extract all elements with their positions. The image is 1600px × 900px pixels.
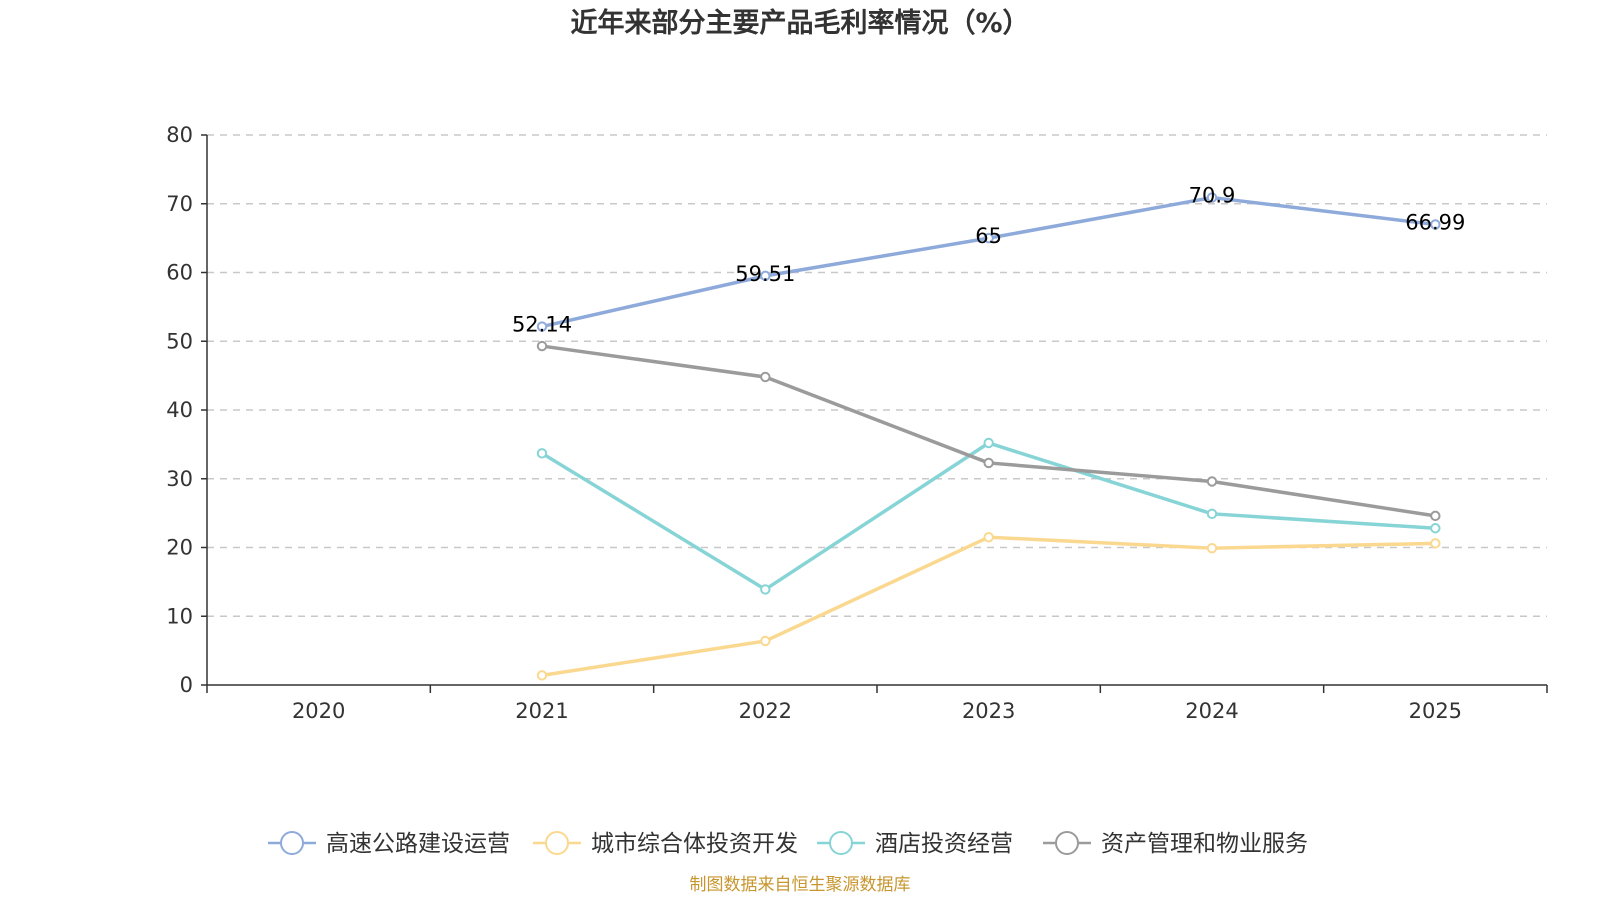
legend-label: 高速公路建设运营 xyxy=(326,831,510,857)
y-tick-label: 80 xyxy=(166,123,193,147)
data-point[interactable] xyxy=(536,670,548,681)
data-point[interactable] xyxy=(1430,538,1441,549)
data-point[interactable] xyxy=(1206,192,1218,203)
data-point[interactable] xyxy=(1430,523,1441,534)
x-tick-label: 2021 xyxy=(515,699,568,723)
legend-marker xyxy=(1055,831,1079,855)
series-line xyxy=(541,535,1436,678)
chart-title: 近年来部分主要产品毛利率情况（%） xyxy=(570,7,1029,39)
data-point[interactable] xyxy=(983,232,994,244)
series-lines xyxy=(536,192,1441,681)
data-label: 65 xyxy=(975,224,1002,248)
legend[interactable]: 高速公路建设运营 城市综合体投资开发 酒店投资经营 资产管理和物业服务 xyxy=(268,831,1308,857)
data-label: 70.9 xyxy=(1189,184,1236,208)
data-point[interactable] xyxy=(536,321,548,332)
data-point[interactable] xyxy=(1430,510,1441,522)
data-label: 52.14 xyxy=(512,313,572,337)
data-point[interactable] xyxy=(760,371,771,383)
data-point[interactable] xyxy=(760,635,771,647)
data-label: 66.99 xyxy=(1405,210,1465,234)
series-酒店投资经营 xyxy=(536,437,1441,595)
legend-marker xyxy=(545,831,569,855)
data-point[interactable] xyxy=(760,584,771,595)
data-labels: 52.14 59.51 65 70.9 66.99 xyxy=(512,184,1465,337)
data-point[interactable] xyxy=(1430,219,1441,230)
legend-marker xyxy=(280,831,304,855)
series-高速公路建设运营 xyxy=(536,192,1441,332)
legend-item[interactable]: 酒店投资经营 xyxy=(817,831,1013,857)
legend-label: 城市综合体投资开发 xyxy=(591,831,798,857)
y-tick-label: 10 xyxy=(166,604,193,628)
x-tick-label: 2024 xyxy=(1185,699,1238,723)
y-tick-label: 50 xyxy=(166,329,193,353)
y-tick-label: 0 xyxy=(180,673,193,697)
data-point[interactable] xyxy=(536,448,548,459)
y-tick-label: 20 xyxy=(166,536,193,560)
series-line xyxy=(541,344,1436,518)
x-tick-label: 2020 xyxy=(292,699,345,723)
data-point[interactable] xyxy=(1206,508,1218,520)
data-point[interactable] xyxy=(536,340,548,352)
data-label: 59.51 xyxy=(735,262,795,286)
data-point[interactable] xyxy=(983,437,994,449)
legend-item[interactable]: 城市综合体投资开发 xyxy=(533,831,798,857)
y-tick-label: 70 xyxy=(166,192,193,216)
legend-label: 酒店投资经营 xyxy=(875,831,1013,857)
data-point[interactable] xyxy=(760,270,771,282)
y-tick-label: 40 xyxy=(166,398,193,422)
axes: 0 10 20 30 40 50 60 70 80 2020 2021 2022 2023 2024 202… xyxy=(166,123,1548,723)
series-line xyxy=(541,195,1436,329)
data-point[interactable] xyxy=(1206,542,1218,554)
legend-item[interactable]: 资产管理和物业服务 xyxy=(1043,831,1308,857)
y-tick-label: 60 xyxy=(166,261,193,285)
legend-item[interactable]: 高速公路建设运营 xyxy=(268,831,510,857)
source-note: 制图数据来自恒生聚源数据库 xyxy=(690,875,911,895)
x-tick-label: 2025 xyxy=(1409,699,1462,723)
data-point[interactable] xyxy=(1206,476,1218,487)
x-tick-label: 2023 xyxy=(962,699,1015,723)
grid-lines xyxy=(207,134,1547,617)
series-城市综合体投资开发 xyxy=(536,531,1441,681)
series-资产管理和物业服务 xyxy=(536,340,1441,522)
data-point[interactable] xyxy=(983,457,994,469)
data-point[interactable] xyxy=(983,531,994,543)
legend-marker xyxy=(829,831,853,855)
y-tick-label: 30 xyxy=(166,467,193,491)
legend-label: 资产管理和物业服务 xyxy=(1101,831,1308,857)
x-tick-label: 2022 xyxy=(739,699,792,723)
